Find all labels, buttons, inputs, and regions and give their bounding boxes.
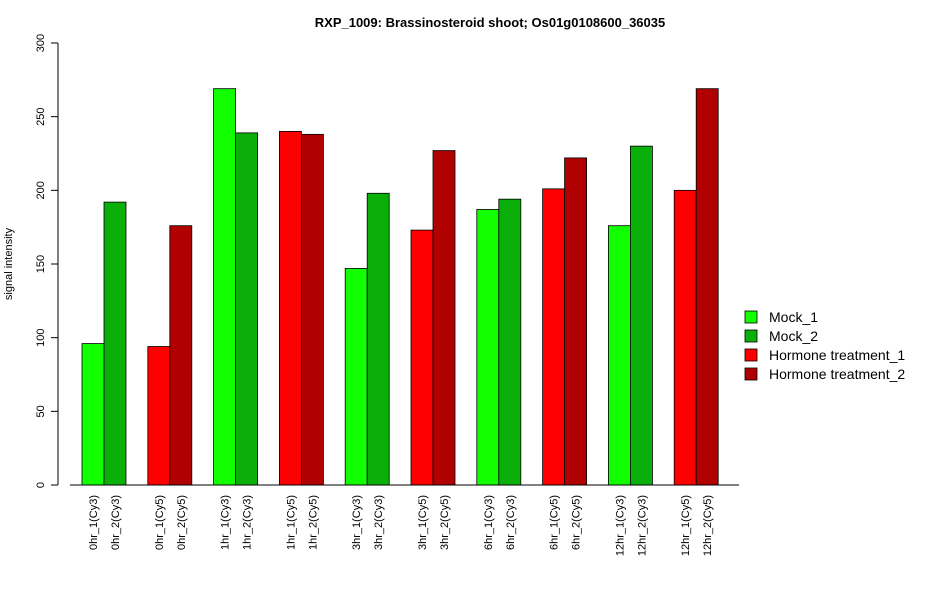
y-tick-label: 100 [35,328,47,346]
x-tick-label: 1hr_2(Cy3) [242,495,254,550]
legend-swatch [744,348,758,362]
y-tick-label: 150 [35,255,47,273]
x-tick-label: 3hr_1(Cy3) [351,495,363,550]
bar [630,145,653,486]
bar [103,201,127,486]
bar [300,133,324,486]
x-tick-labels: 0hr_1(Cy3) 0hr_2(Cy3) 0hr_1(Cy5) 0hr_2(Cy5)… [88,495,714,556]
x-tick-label: 6hr_1(Cy5) [549,495,561,550]
legend-swatch [744,329,758,343]
x-tick-label: 1hr_1(Cy3) [220,495,232,550]
legend-swatch [744,310,758,324]
bar [542,188,565,486]
bar [213,88,237,486]
x-tick-label: 6hr_1(Cy3) [483,495,495,550]
chart-title: RXP_1009: Brassinosteroid shoot; Os01g01… [315,15,665,30]
bar [147,346,171,486]
bar [498,198,522,486]
x-tick-label: 0hr_2(Cy3) [110,495,122,550]
x-tick-label: 1hr_1(Cy5) [285,495,297,550]
x-tick-label: 12hr_1(Cy5) [680,495,692,556]
bar [673,189,697,486]
legend-label: Mock_2 [769,328,818,344]
bar [695,88,719,486]
x-tick-label: 6hr_2(Cy3) [505,495,517,550]
bar [235,132,259,486]
y-tick-label: 50 [35,405,47,417]
x-tick-label: 3hr_2(Cy5) [439,495,451,550]
legend: Mock_1 Mock_2 Hormone treatment_1 Hormone t… [744,309,905,382]
bar [169,225,193,486]
x-tick-label: 12hr_1(Cy3) [614,495,626,556]
bar [410,229,434,486]
bar [476,209,500,486]
y-axis: 0 50 100 150 200 250 300 [35,34,59,488]
x-tick-label: 0hr_1(Cy5) [154,495,166,550]
bar [366,192,390,486]
y-tick-label: 0 [35,482,47,488]
y-axis-label: signal intensity [3,227,15,300]
bars-group [81,88,719,486]
y-tick-label: 200 [35,181,47,199]
y-tick-label: 250 [35,107,47,125]
bar [344,268,368,486]
x-tick-label: 0hr_1(Cy3) [88,495,100,550]
bar [81,343,105,486]
x-tick-label: 12hr_2(Cy5) [702,495,714,556]
x-tick-label: 3hr_2(Cy3) [373,495,385,550]
x-tick-label: 1hr_2(Cy5) [307,495,319,550]
bar [608,225,631,486]
bar [432,150,456,486]
bar [278,130,302,486]
x-tick-label: 3hr_1(Cy5) [417,495,429,550]
legend-swatch [744,367,758,381]
legend-label: Hormone treatment_1 [769,347,905,363]
legend-label: Mock_1 [769,309,818,325]
y-tick-label: 300 [35,34,47,52]
x-tick-label: 0hr_2(Cy5) [176,495,188,550]
x-tick-label: 6hr_2(Cy5) [571,495,583,550]
x-tick-label: 12hr_2(Cy3) [636,495,648,556]
bar [564,157,587,486]
legend-label: Hormone treatment_2 [769,366,905,382]
